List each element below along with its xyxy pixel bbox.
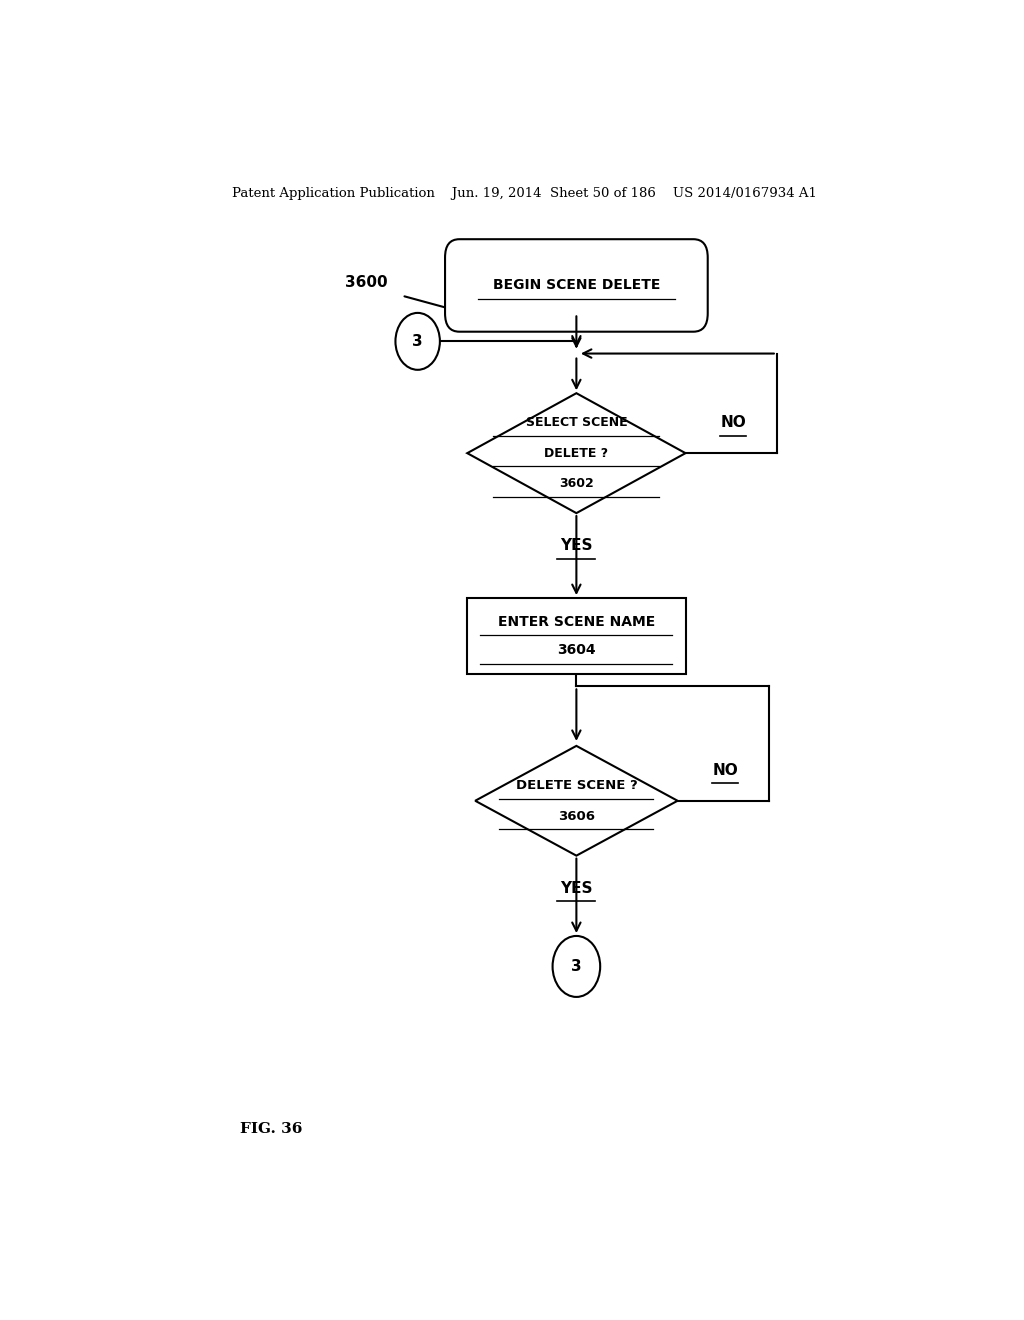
Text: NO: NO xyxy=(720,416,746,430)
Text: ENTER SCENE NAME: ENTER SCENE NAME xyxy=(498,615,655,628)
Text: NO: NO xyxy=(713,763,738,777)
Text: BEGIN SCENE DELETE: BEGIN SCENE DELETE xyxy=(493,279,660,293)
Text: DELETE SCENE ?: DELETE SCENE ? xyxy=(515,779,637,792)
Circle shape xyxy=(395,313,440,370)
Text: YES: YES xyxy=(560,880,593,896)
FancyBboxPatch shape xyxy=(445,239,708,331)
Text: SELECT SCENE: SELECT SCENE xyxy=(525,416,627,429)
Text: Patent Application Publication    Jun. 19, 2014  Sheet 50 of 186    US 2014/0167: Patent Application Publication Jun. 19, … xyxy=(232,187,817,201)
Bar xyxy=(467,598,685,675)
Text: 3: 3 xyxy=(413,334,423,348)
Circle shape xyxy=(553,936,600,997)
Text: 3600: 3600 xyxy=(345,275,387,290)
Text: YES: YES xyxy=(560,539,593,553)
Polygon shape xyxy=(475,746,678,855)
Text: DELETE ?: DELETE ? xyxy=(545,446,608,459)
Polygon shape xyxy=(467,393,685,513)
Text: FIG. 36: FIG. 36 xyxy=(240,1122,302,1137)
Text: 3602: 3602 xyxy=(559,477,594,490)
Text: 3606: 3606 xyxy=(558,809,595,822)
Text: 3: 3 xyxy=(571,958,582,974)
Text: 3604: 3604 xyxy=(557,643,596,657)
